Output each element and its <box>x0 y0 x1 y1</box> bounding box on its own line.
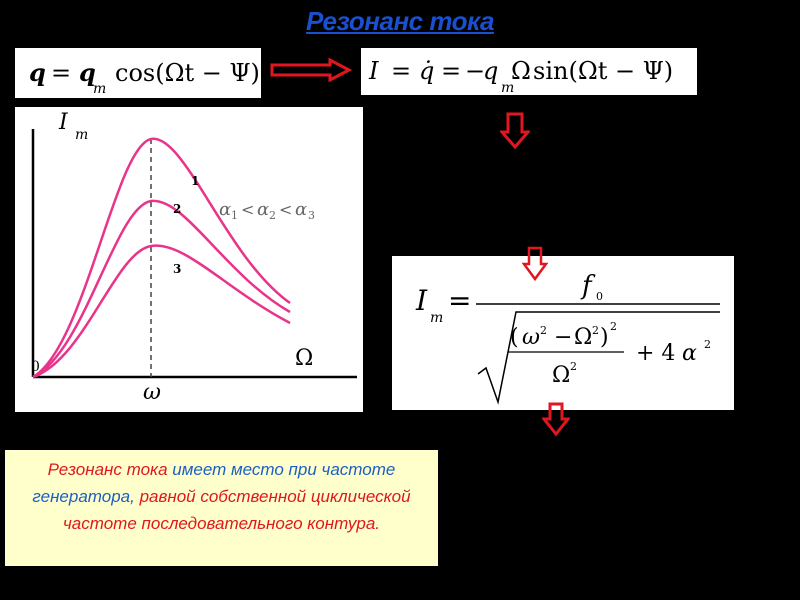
svg-text:α: α <box>257 199 269 220</box>
svg-text:3: 3 <box>308 209 315 222</box>
resonance-note: Резонанс тока имеет место при частоте ге… <box>5 450 438 566</box>
current-amp-sub: m <box>501 80 514 95</box>
svg-text:ω: ω <box>522 325 540 350</box>
current-func: sin(Ωt − Ψ) <box>533 57 673 85</box>
current-omega: Ω <box>511 57 531 85</box>
curve-2 <box>32 199 291 379</box>
note-text-1: имеет место при частоте генератора, <box>32 460 396 506</box>
origin-label: 0 <box>31 359 40 375</box>
svg-text:Ω: Ω <box>574 325 592 350</box>
svg-text:2: 2 <box>592 324 599 337</box>
amp-numerator-sub: 0 <box>596 290 603 303</box>
curve-1 <box>32 137 291 379</box>
resonance-graph: I m Ω 0 ω 1 2 3 α 1 < α 2 < α 3 <box>15 107 363 412</box>
formula-current-svg: I = q̇ = − q m Ω sin(Ωt − Ψ) <box>368 57 673 96</box>
slide-title: Резонанс тока <box>306 6 494 36</box>
down-arrow-icon <box>522 246 548 282</box>
down-arrow-icon <box>542 402 570 436</box>
svg-text:2: 2 <box>610 320 617 333</box>
right-arrow-icon <box>270 58 352 82</box>
svg-text:<: < <box>279 200 292 219</box>
note-text-2: равной собственной циклической частоте п… <box>63 487 411 533</box>
curve-3 <box>32 244 291 379</box>
amp-numerator: f <box>580 271 596 301</box>
formula-amplitude: I m = f 0 ( ω 2 − Ω 2 ) 2 Ω 2 + 4 α 2 <box>392 256 734 410</box>
amp-plus-four: + 4 <box>636 341 675 366</box>
sqrt-sign <box>477 311 720 405</box>
svg-text:<: < <box>241 200 254 219</box>
y-axis-label-sub: m <box>75 127 88 143</box>
resonance-graph-svg: I m Ω 0 ω 1 2 3 α 1 < α 2 < α 3 <box>31 110 357 405</box>
charge-lhs: q <box>29 58 46 87</box>
curve-1-label: 1 <box>191 174 199 188</box>
current-eq2: = <box>441 57 461 85</box>
current-eq: = <box>391 57 411 85</box>
svg-text:2: 2 <box>570 360 577 373</box>
curve-3-label: 3 <box>173 262 181 276</box>
charge-amp: q <box>79 58 96 87</box>
formula-charge-svg: q = q m cos(Ωt − Ψ) <box>29 58 260 97</box>
amp-lhs-sub: m <box>430 310 443 326</box>
charge-eq: = <box>51 59 71 87</box>
svg-text:−: − <box>554 325 572 350</box>
amp-lhs: I <box>415 284 428 317</box>
svg-text:α: α <box>219 199 231 220</box>
formula-amplitude-svg: I m = f 0 ( ω 2 − Ω 2 ) 2 Ω 2 + 4 α 2 <box>415 271 720 405</box>
formula-current: I = q̇ = − q m Ω sin(Ωt − Ψ) <box>361 48 697 96</box>
y-axis-label: I <box>58 110 69 135</box>
amp-alpha: α <box>682 341 697 366</box>
svg-text:): ) <box>600 325 609 350</box>
svg-text:1: 1 <box>231 209 238 222</box>
curve-2-label: 2 <box>173 202 181 216</box>
formula-charge: q = q m cos(Ωt − Ψ) <box>15 48 261 98</box>
inner-fraction: ( ω 2 − Ω 2 ) 2 Ω 2 <box>508 320 624 388</box>
down-arrow-icon <box>500 112 530 150</box>
peak-omega-label: ω <box>143 380 161 405</box>
amp-eq: = <box>448 284 471 317</box>
current-amp: q <box>483 57 498 85</box>
svg-text:2: 2 <box>269 209 276 222</box>
svg-text:Ω: Ω <box>552 363 570 388</box>
svg-text:α: α <box>295 199 307 220</box>
alpha-inequality: α 1 < α 2 < α 3 <box>219 199 315 222</box>
amp-alpha-exp: 2 <box>704 338 711 351</box>
svg-text:2: 2 <box>540 324 547 337</box>
note-term: Резонанс тока <box>47 460 168 479</box>
svg-text:(: ( <box>510 325 519 350</box>
x-axis-label: Ω <box>295 346 313 371</box>
charge-func: cos(Ωt − Ψ) <box>115 59 260 87</box>
current-lhs: I <box>368 57 379 85</box>
current-minus: − <box>465 57 485 85</box>
current-qdot: q̇ <box>419 57 434 85</box>
charge-amp-sub: m <box>93 81 106 97</box>
